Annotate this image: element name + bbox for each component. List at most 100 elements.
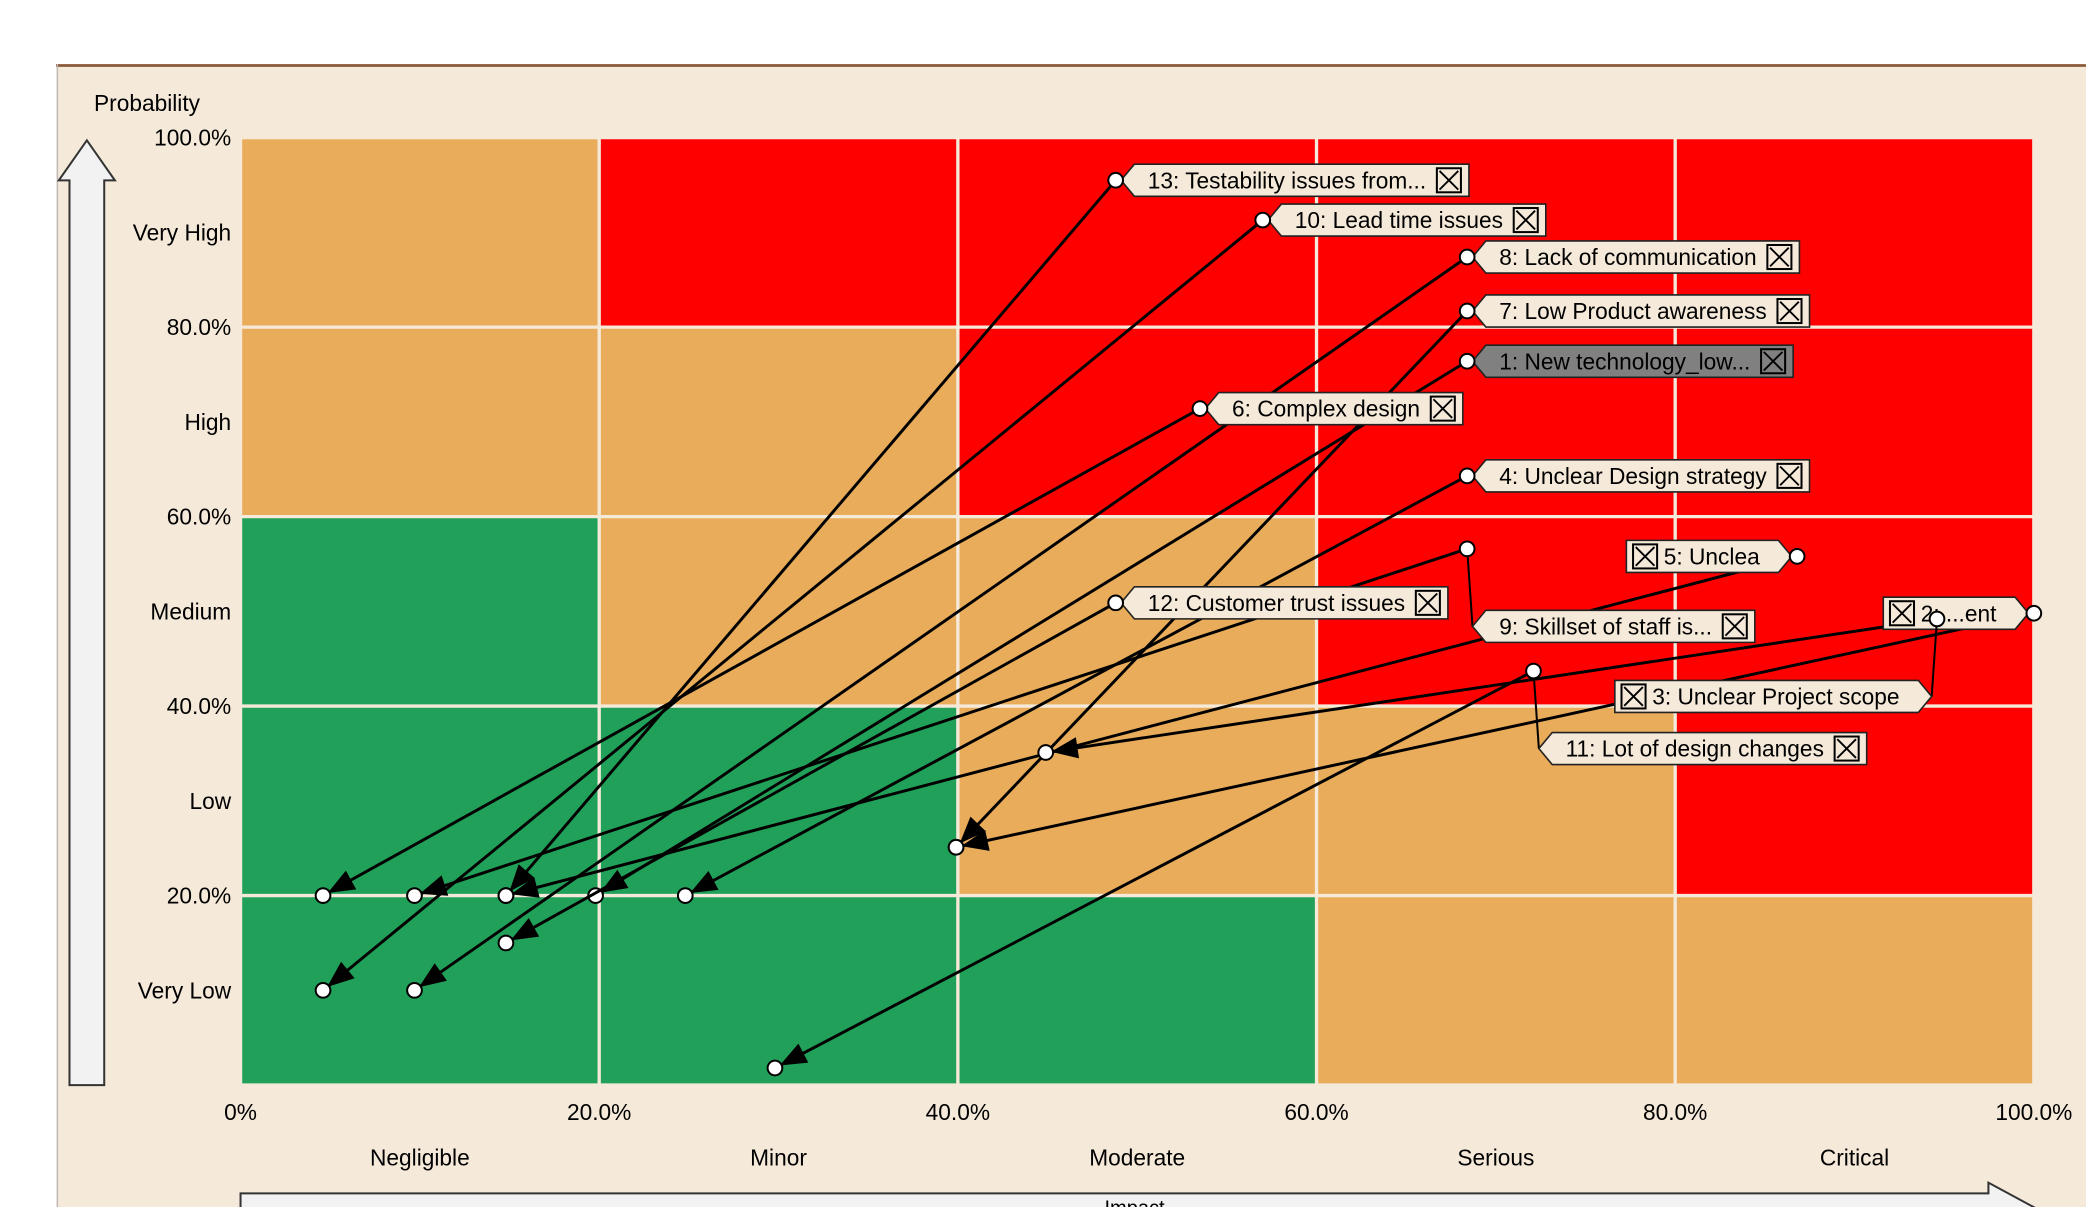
risk-movement-arrow [684,474,1468,897]
risk-target-point[interactable] [406,981,423,999]
risk-label[interactable]: 1: New technology_low... [0,0,1794,379]
checkbox-frame [1833,735,1860,762]
risk-target-point[interactable] [676,887,694,904]
risk-target-point[interactable] [497,887,515,904]
y-category-label: Very High [133,219,231,245]
risk-target-point[interactable] [497,934,515,952]
risk-target-point[interactable] [314,981,332,999]
checkbox-frame [1721,613,1748,640]
close-checkbox-icon[interactable] [1435,167,1462,194]
risk-label-box [1471,609,1756,644]
x-category-label: Critical [1820,1144,1889,1170]
risk-current-point[interactable] [1107,594,1125,612]
risk-label[interactable]: 11: Lot of design changes [1525,662,1868,766]
close-checkbox-icon[interactable] [1429,395,1456,422]
arrowhead-icon [959,816,986,844]
matrix-cell-orange [1675,895,2034,1086]
risk-label-box [1119,163,1470,198]
label-leader-line [1532,670,1540,749]
risk-label-text: 9: Skillset of staff is... [1499,613,1712,639]
checkbox-frame [1888,600,1916,627]
close-checkbox-icon[interactable] [1620,683,1647,710]
matrix-cell-orange [957,706,1317,896]
risk-label-text: 11: Lot of design changes [1566,736,1824,762]
risk-label-text: 5: Unclea [1664,543,1760,569]
risk-label[interactable]: 3: Unclear Project scope [1614,610,1946,714]
risk-current-point[interactable] [1107,171,1125,189]
risk-current-point[interactable] [1458,467,1476,485]
label-leader-line [1466,548,1474,627]
risk-label-box [1471,344,1794,379]
risk-label[interactable]: 13: Testability issues from... [0,0,1470,198]
y-tick-label: 40.0% [167,693,231,719]
risk-current-point[interactable] [1458,352,1476,370]
risk-current-point[interactable] [1254,211,1272,229]
risk-target-point[interactable] [947,838,965,856]
risk-label[interactable]: 6: Complex design [0,0,1464,426]
risk-label[interactable]: 10: Lead time issues [0,0,1547,237]
risk-target-point[interactable] [766,1059,784,1077]
checkbox-cross [1635,546,1656,567]
matrix-cell-orange [240,327,600,517]
risk-target-point[interactable] [1037,744,1055,761]
checkbox-frame [1414,589,1441,616]
checkbox-cross [1724,616,1745,637]
risk-current-point[interactable] [1458,248,1476,266]
risk-label[interactable]: 12: Customer trust issues [0,0,1449,620]
close-checkbox-icon[interactable] [1776,462,1803,489]
x-tick-label: 80.0% [1643,1099,1707,1125]
y-category-label: High [184,409,231,435]
arrowhead-icon [961,830,990,851]
close-checkbox-icon[interactable] [1766,243,1793,271]
risk-label-box [1204,391,1464,426]
impact-axis-arrow-icon [239,1180,2036,1207]
checkbox-cross [1779,301,1800,322]
risk-current-point[interactable] [1525,662,1542,680]
x-category-label: Negligible [370,1144,470,1170]
close-checkbox-icon[interactable] [1414,589,1441,616]
risk-movement-arrow [322,218,1264,992]
risk-current-point[interactable] [1458,540,1476,558]
close-checkbox-icon[interactable] [1888,600,1916,627]
risk-label[interactable]: 9: Skillset of staff is... [1458,540,1756,644]
checkbox-frame [1760,348,1787,375]
risk-label-text: 7: Low Product awareness [1499,298,1767,324]
x-axis-title: Impact [1104,1198,1165,1207]
matrix-cell-orange [240,137,600,328]
checkbox-frame [1429,395,1456,422]
checkbox-frame [1512,207,1539,234]
risk-label[interactable]: 7: Low Product awareness [0,0,1811,328]
risk-label-box [1537,731,1868,766]
checkbox-frame [1620,683,1647,710]
arrowhead-icon [419,875,449,896]
y-tick-label: 20.0% [167,883,231,909]
arrowhead-icon [418,963,447,988]
x-category-label: Serious [1457,1144,1534,1170]
y-tick-label: 80.0% [167,314,231,340]
close-checkbox-icon[interactable] [1632,543,1659,570]
risk-current-point[interactable] [1458,302,1476,320]
checkbox-cross [1763,351,1784,372]
risk-label[interactable]: 8: Lack of communication [0,0,1801,274]
close-checkbox-icon[interactable] [1760,348,1787,375]
checkbox-cross [1417,592,1438,613]
close-checkbox-icon[interactable] [1776,297,1803,325]
close-checkbox-icon[interactable] [1512,207,1539,234]
checkbox-cross [1515,210,1536,231]
risk-current-point[interactable] [1191,400,1209,417]
risk-label[interactable]: 4: Unclear Design strategy [0,0,1811,493]
risk-label[interactable]: 5: Unclea [0,0,1806,574]
risk-current-point[interactable] [1788,548,1806,565]
risk-movement-arrow [504,179,1117,897]
risk-target-point[interactable] [406,887,423,904]
risk-current-point[interactable] [2025,604,2043,622]
risk-label-text: 12: Customer trust issues [1148,590,1405,616]
risk-current-point[interactable] [1928,610,1946,628]
matrix-cell-green [957,895,1317,1086]
close-checkbox-icon[interactable] [1721,613,1748,640]
close-checkbox-icon[interactable] [1833,735,1860,762]
risk-target-point[interactable] [314,887,332,904]
y-tick-label: 100.0% [154,125,231,151]
risk-label-box [1882,596,2030,631]
y-category-label: Low [190,788,232,814]
